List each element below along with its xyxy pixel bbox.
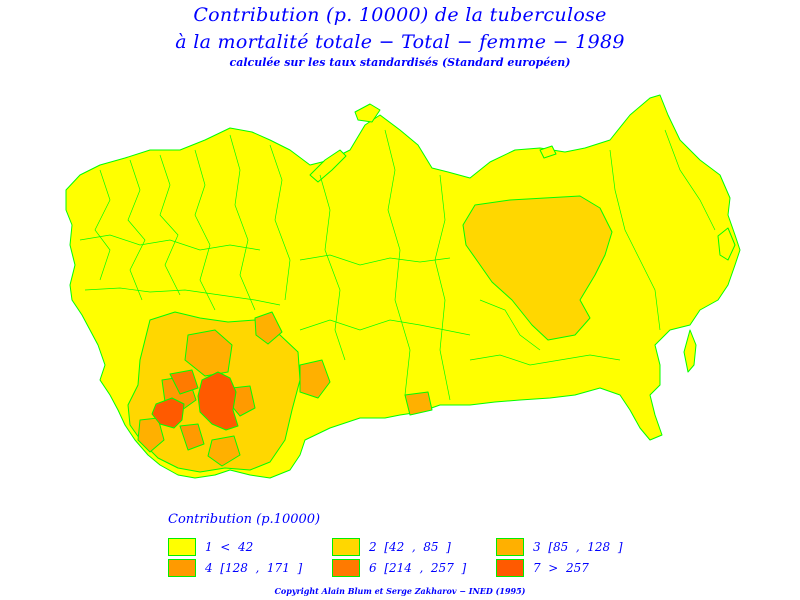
internal-borders	[79, 129, 716, 401]
legend-item-6: 6 [214 , 257 ]	[332, 558, 466, 578]
region-class7-east	[197, 371, 239, 431]
legend-label: 4 [128 , 171 ]	[205, 561, 303, 575]
legend-swatch	[496, 559, 524, 577]
region-class3-b	[299, 359, 331, 399]
legend-swatch	[496, 538, 524, 556]
legend-swatch	[168, 538, 196, 556]
legend-item-4: 4 [128 , 171 ]	[168, 558, 302, 578]
legend-label: 2 [42 , 85 ]	[369, 540, 451, 554]
region-class3-d	[207, 435, 241, 467]
legend-item-3: 3 [85 , 128 ]	[496, 537, 623, 557]
region-class3-c	[254, 311, 283, 345]
legend-title: Contribution (p.10000)	[168, 512, 321, 527]
legend-item-1: 1 < 42	[168, 537, 253, 557]
region-class3-a	[184, 329, 233, 377]
region-yakutia	[462, 195, 613, 341]
map-subtitle: calculée sur les taux standardisés (Stan…	[229, 56, 571, 69]
region-class6	[169, 369, 199, 395]
legend-item-2: 2 [42 , 85 ]	[332, 537, 451, 557]
region-class4-c	[179, 423, 205, 451]
map-title-line2: à la mortalité totale − Total − femme − …	[175, 31, 625, 53]
legend-label: 6 [214 , 257 ]	[369, 561, 467, 575]
legend-swatch	[332, 559, 360, 577]
map-title-line1: Contribution (p. 10000) de la tuberculos…	[193, 4, 607, 26]
legend-label: 3 [85 , 128 ]	[533, 540, 623, 554]
region-novaya-zemlya	[309, 149, 347, 183]
region-arctic-islands	[354, 103, 381, 123]
region-class7-west	[151, 397, 185, 429]
region-new-siberian-islands	[539, 145, 557, 159]
legend-item-7: 7 > 257	[496, 558, 589, 578]
legend-label: 1 < 42	[205, 540, 254, 554]
legend-swatch	[332, 538, 360, 556]
legend-swatch	[168, 559, 196, 577]
region-kamchatka	[717, 227, 736, 261]
region-sakhalin	[683, 329, 697, 373]
region-class3-e	[404, 391, 433, 416]
copyright-notice: Copyright Alain Blum et Serge Zakharov −…	[274, 586, 526, 596]
legend-label: 7 > 257	[533, 561, 589, 575]
